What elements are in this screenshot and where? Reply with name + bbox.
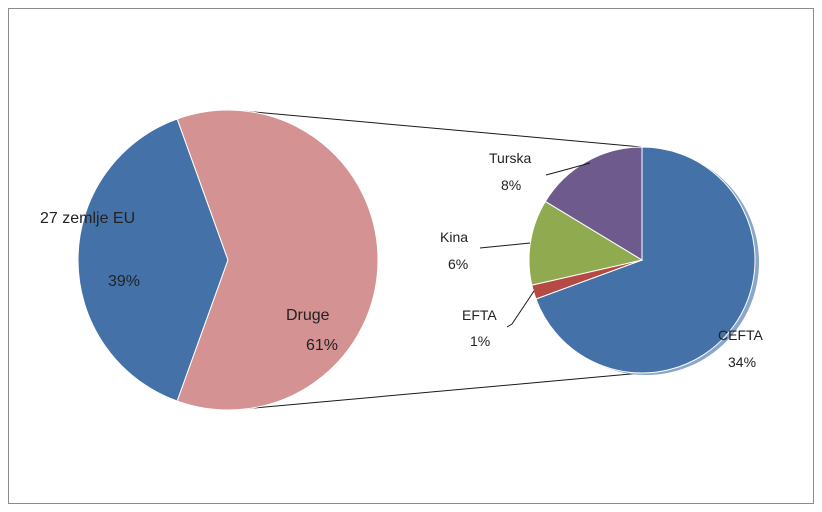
- slice-label-efta: EFTA: [462, 307, 497, 323]
- main-slice-druge: [176, 109, 379, 411]
- slice-value-turska: 8%: [501, 177, 521, 193]
- slice-label-druge: Druge: [286, 307, 330, 324]
- secondary-slice-turska: [544, 146, 643, 261]
- leader-line-kina: [479, 242, 531, 249]
- main-pie: [77, 109, 379, 411]
- slice-value-cefta: 34%: [728, 354, 756, 370]
- secondary-pie: [528, 146, 759, 375]
- slice-value-eu: 39%: [108, 273, 140, 290]
- slice-label-turska: Turska: [489, 150, 531, 166]
- slice-value-kina: 6%: [448, 256, 468, 272]
- slice-value-efta: 1%: [470, 333, 490, 349]
- slice-value-druge: 61%: [306, 337, 338, 354]
- main-slice-27-zemlje-eu: [77, 118, 229, 402]
- secondary-slice-kina: [528, 200, 644, 286]
- slice-label-kina: Kina: [440, 229, 468, 245]
- secondary-slice-cefta: [535, 146, 756, 374]
- connector-line-top: [242, 110, 643, 148]
- slice-label-cefta: CEFTA: [718, 327, 764, 343]
- leader-line-turska: [545, 162, 591, 176]
- leader-line-efta: [506, 290, 535, 328]
- connector-line-bottom: [242, 372, 643, 410]
- slice-label-eu: 27 zemlje EU: [40, 210, 135, 227]
